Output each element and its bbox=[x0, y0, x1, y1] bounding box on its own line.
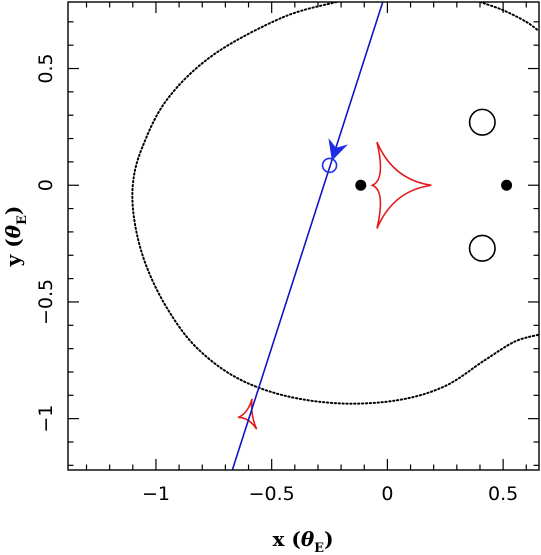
ticks-layer bbox=[68, 2, 539, 470]
x-tick-label: −1 bbox=[142, 483, 170, 505]
source-position bbox=[321, 157, 338, 174]
y-axis-label: y (θE) bbox=[1, 206, 30, 268]
image-position-2 bbox=[468, 234, 496, 262]
plot-frame bbox=[67, 1, 540, 471]
y-axis-label-main: y ( bbox=[1, 238, 25, 267]
y-tick-label: −1 bbox=[35, 405, 57, 433]
trajectory-arrow bbox=[328, 138, 349, 161]
marks-layer bbox=[321, 108, 513, 262]
x-tick-label: 0 bbox=[381, 483, 393, 505]
y-tick-label: −0.5 bbox=[35, 279, 57, 325]
curves-layer bbox=[131, 2, 539, 470]
caustic-central bbox=[370, 141, 432, 229]
x-axis-label-symbol: θ bbox=[301, 527, 315, 551]
x-axis-label-main: x ( bbox=[272, 527, 300, 551]
x-tick-label: −0.5 bbox=[249, 483, 295, 505]
y-tick-label: 0 bbox=[35, 179, 57, 191]
source-trajectory bbox=[231, 2, 384, 470]
x-tick-label: 0.5 bbox=[488, 483, 518, 505]
x-axis-label: x (θE) bbox=[272, 527, 333, 555]
x-axis-label-sub: E bbox=[314, 541, 324, 555]
tick-labels-layer: −1 −0.5 0 0.5 0.5 0 −0.5 −1 bbox=[35, 53, 518, 505]
x-axis-label-close: ) bbox=[324, 527, 333, 551]
critical-curve-outer bbox=[131, 2, 539, 405]
lens-mass-2 bbox=[501, 179, 513, 191]
lens-mass-1 bbox=[355, 179, 367, 191]
y-axis-label-close: ) bbox=[1, 206, 25, 215]
y-axis-label-sub: E bbox=[15, 215, 30, 225]
critical-curve-corner bbox=[478, 2, 539, 33]
y-axis-label-symbol: θ bbox=[1, 224, 25, 238]
image-position-1 bbox=[468, 108, 496, 136]
y-tick-label: 0.5 bbox=[35, 53, 57, 83]
